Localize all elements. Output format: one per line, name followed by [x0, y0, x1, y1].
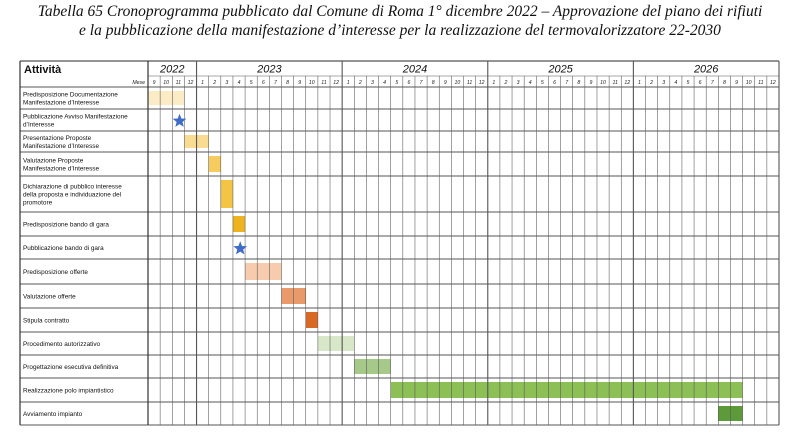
activity-label: Manifestazione d’Interesse	[23, 99, 99, 106]
month-number: 8	[577, 80, 580, 86]
month-number: 11	[467, 80, 472, 86]
activity-label: Avviamento impianto	[23, 411, 83, 418]
month-number: 6	[262, 80, 265, 86]
month-number: 8	[286, 80, 289, 86]
month-number: 1	[201, 80, 204, 86]
month-number: 3	[225, 80, 228, 86]
month-number: 10	[600, 80, 606, 86]
activity-label: Predisposizione bando di gara	[23, 221, 109, 228]
month-number: 3	[662, 80, 665, 86]
gantt-bar	[148, 91, 185, 105]
month-number: 5	[395, 80, 398, 86]
month-number: 8	[723, 80, 726, 86]
month-number: 2	[358, 80, 362, 86]
month-number: 9	[298, 80, 301, 86]
month-number: 5	[687, 80, 690, 86]
activity-label: Valutazione offerte	[23, 293, 76, 300]
month-number: 10	[455, 80, 461, 86]
month-number: 12	[479, 80, 485, 86]
activity-label: della proposta e individuazione del	[23, 191, 121, 198]
activity-header: Attività	[24, 64, 62, 76]
month-number: 11	[176, 80, 181, 86]
activity-label: Progettazione esecutiva definitiva	[23, 364, 119, 371]
gantt-bar	[245, 263, 282, 280]
month-number: 11	[612, 80, 617, 86]
month-number: 9	[735, 80, 738, 86]
activity-label: Valutazione Proposte	[23, 157, 84, 164]
month-number: 8	[432, 80, 435, 86]
month-number: 6	[407, 80, 410, 86]
month-number: 2	[649, 80, 653, 86]
gantt-bar	[317, 336, 355, 351]
activity-label: Realizzazione polo impiantistico	[23, 387, 114, 394]
gantt-bar	[232, 216, 246, 232]
month-number: 12	[188, 80, 194, 86]
year-label-2023: 2023	[256, 64, 282, 76]
year-label-2025: 2025	[547, 64, 573, 76]
milestone-star-icon	[172, 113, 187, 127]
month-number: 7	[711, 80, 715, 86]
month-number: 10	[309, 80, 315, 86]
month-number: 12	[333, 80, 339, 86]
gantt-bar	[390, 382, 743, 398]
month-number: 4	[383, 80, 386, 86]
month-number: 4	[529, 80, 532, 86]
month-number: 9	[444, 80, 447, 86]
month-number: 3	[371, 80, 374, 86]
activity-label: Stipula contratto	[23, 317, 70, 324]
month-number: 5	[250, 80, 253, 86]
activity-label: d’Interesse	[23, 121, 55, 128]
year-label-2022: 2022	[159, 64, 184, 76]
month-number: 7	[565, 80, 569, 86]
activity-label: Pubblicazione bando di gara	[23, 245, 104, 252]
activity-label: Dichiarazione di pubblico interesse	[23, 183, 122, 190]
month-number: 11	[758, 80, 763, 86]
month-number: 9	[153, 80, 156, 86]
month-number: 3	[517, 80, 520, 86]
month-number: 4	[674, 80, 677, 86]
month-number: 10	[746, 80, 752, 86]
activity-label: Pubblicazione Avviso Manifestazione	[23, 113, 128, 120]
month-number: 1	[492, 80, 495, 86]
milestone-star-icon	[233, 241, 248, 255]
month-number: 6	[699, 80, 702, 86]
month-number: 7	[420, 80, 424, 86]
month-number: 1	[638, 80, 641, 86]
month-number: 10	[163, 80, 169, 86]
activity-label: Manifestazione d’Interesse	[23, 143, 99, 150]
gantt-bar	[354, 359, 391, 374]
activity-label: promotore	[23, 199, 53, 206]
year-label-2024: 2024	[402, 64, 427, 76]
activity-label: Manifestazione d’Interesse	[23, 165, 99, 172]
gantt-bar	[208, 156, 221, 172]
caption-line-2: e la pubblicazione della manifestazione …	[79, 22, 721, 39]
month-number: 6	[553, 80, 556, 86]
table-caption: Tabella 65 Cronoprogramma pubblicato dal…	[0, 2, 800, 40]
caption-line-1: Tabella 65 Cronoprogramma pubblicato dal…	[37, 3, 763, 20]
month-number: 11	[321, 80, 326, 86]
month-label: Mese	[132, 80, 145, 86]
gantt-bar	[305, 312, 318, 328]
month-number: 12	[770, 80, 776, 86]
month-number: 9	[589, 80, 592, 86]
month-number: 5	[541, 80, 544, 86]
activity-label: Procedimento autorizzativo	[23, 341, 101, 348]
month-number: 4	[238, 80, 241, 86]
gantt-bar	[220, 180, 233, 208]
month-number: 2	[504, 80, 508, 86]
month-number: 1	[347, 80, 350, 86]
month-number: 2	[212, 80, 216, 86]
month-number: 12	[624, 80, 630, 86]
activity-label: Predisposizione offerte	[23, 269, 88, 276]
activity-label: Presentazione Proposte	[23, 135, 92, 142]
month-number: 7	[274, 80, 278, 86]
activity-label: Predisposizione Documentazione	[23, 91, 118, 98]
year-label-2026: 2026	[693, 64, 719, 76]
